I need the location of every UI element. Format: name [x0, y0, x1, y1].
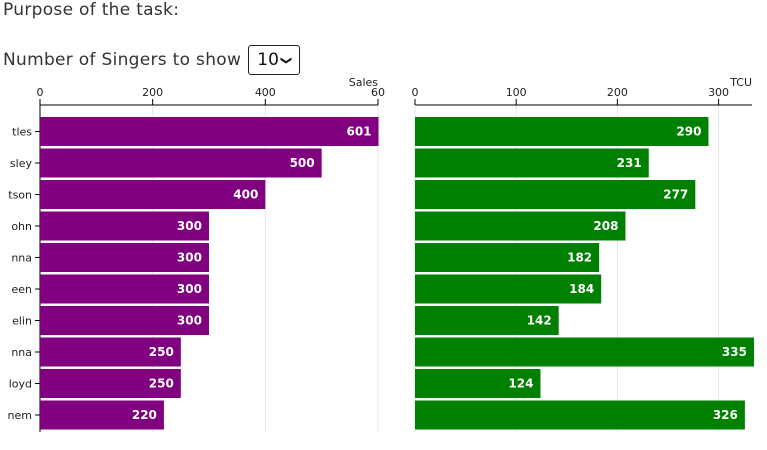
bar-value-label: 500 — [290, 156, 315, 170]
bar-value-label: 250 — [149, 345, 174, 359]
bar-value-label: 231 — [617, 156, 642, 170]
bar-value-label: 300 — [177, 282, 202, 296]
bar-value-label: 250 — [149, 377, 174, 391]
x-tick-label: 0 — [37, 86, 44, 99]
bar — [40, 148, 322, 178]
category-label: nem — [8, 409, 32, 422]
bar — [415, 369, 541, 398]
category-label: sley — [10, 157, 33, 170]
bar-value-label: 335 — [722, 345, 747, 359]
singer-count-label: Number of Singers to show — [3, 50, 242, 70]
bar — [40, 337, 181, 367]
x-tick-label: 200 — [607, 86, 628, 99]
category-label: loyd — [9, 378, 32, 391]
bar-value-label: 124 — [508, 377, 533, 391]
x-tick-label: 100 — [506, 86, 527, 99]
x-tick-label: 400 — [255, 86, 276, 99]
bar-value-label: 300 — [177, 219, 202, 233]
bar-value-label: 300 — [177, 251, 202, 265]
x-axis-title: Sales — [349, 76, 379, 89]
bar-value-label: 400 — [233, 188, 258, 202]
bar-value-label: 184 — [569, 282, 594, 296]
bar — [40, 369, 181, 398]
bar — [40, 211, 209, 241]
bar-value-label: 277 — [663, 188, 688, 202]
category-label: elin — [12, 315, 32, 328]
bar — [415, 211, 626, 241]
bar — [415, 243, 600, 272]
purpose-heading: Purpose of the task: — [3, 0, 180, 20]
bar-value-label: 220 — [132, 408, 157, 422]
bar-value-label: 601 — [346, 125, 371, 139]
category-label: een — [11, 283, 32, 296]
bar — [415, 148, 649, 178]
bar-value-label: 300 — [177, 314, 202, 328]
bar — [40, 180, 266, 209]
singer-count-value: 10 — [257, 50, 279, 70]
x-tick-label: 0 — [412, 86, 419, 99]
singer-count-control: Number of Singers to show 10 ❯ — [3, 45, 301, 75]
category-label: nna — [11, 252, 32, 265]
category-label: nna — [11, 346, 32, 359]
bar-value-label: 142 — [527, 314, 552, 328]
bar — [415, 117, 709, 146]
bar — [40, 117, 379, 146]
bar — [40, 306, 209, 335]
bar-value-label: 326 — [713, 408, 738, 422]
singer-count-select[interactable]: 10 ❯ — [248, 45, 301, 75]
bar — [415, 400, 745, 430]
bar — [415, 180, 696, 209]
category-label: ohn — [11, 220, 32, 233]
x-axis-title: TCU — [729, 76, 752, 89]
bar — [415, 337, 754, 367]
bar-value-label: 182 — [567, 251, 592, 265]
x-tick-label: 300 — [708, 86, 729, 99]
x-tick-label: 60 — [371, 86, 385, 99]
bar — [40, 400, 164, 430]
bar — [40, 274, 209, 304]
category-label: tson — [8, 189, 32, 202]
x-tick-label: 200 — [142, 86, 163, 99]
bar-value-label: 290 — [676, 125, 701, 139]
bar — [415, 274, 602, 304]
bar — [415, 306, 559, 335]
bar-value-label: 208 — [593, 219, 618, 233]
bar — [40, 243, 209, 272]
category-label: tles — [12, 126, 32, 139]
